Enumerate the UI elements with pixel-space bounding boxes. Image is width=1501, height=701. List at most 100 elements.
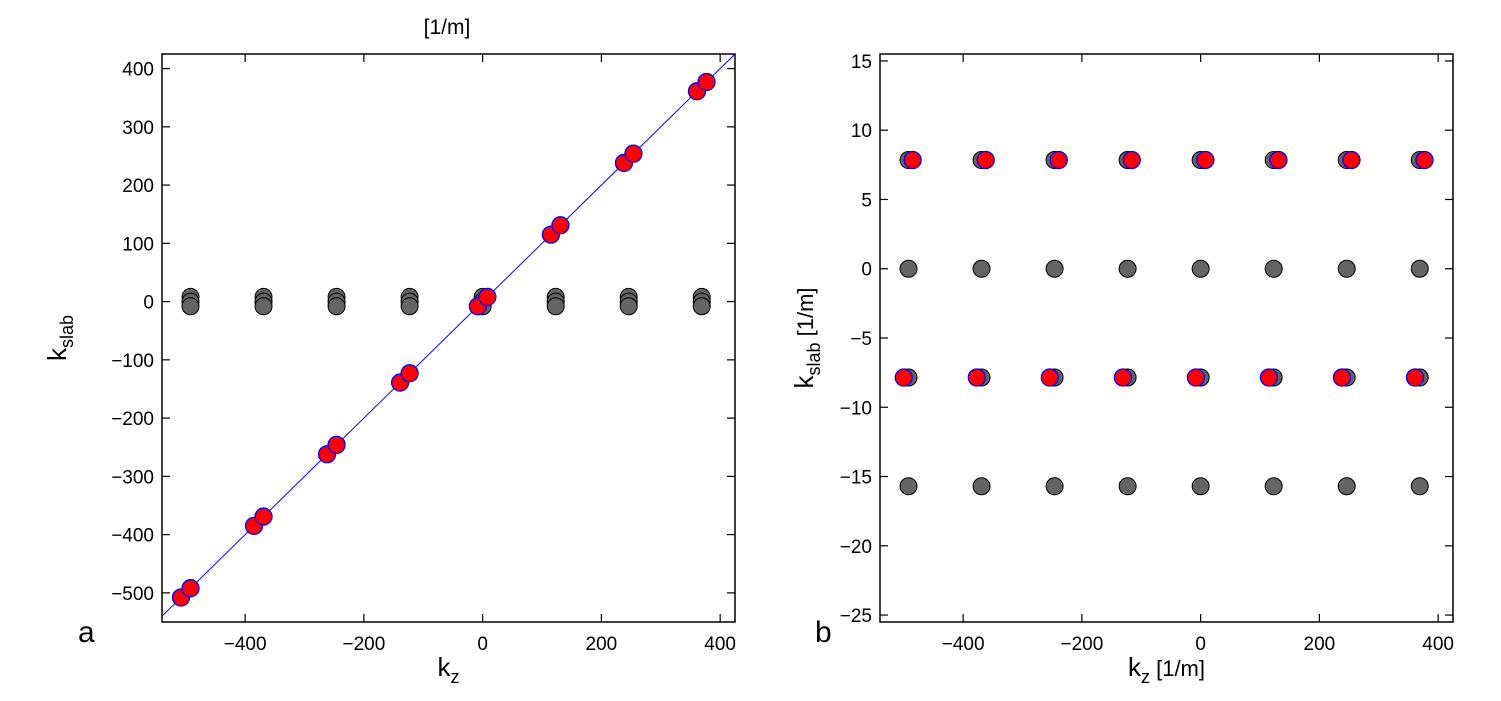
y-tick-label: 5 [861, 190, 872, 211]
panel-a: −400 −200 0 200 400 −500 −400 −300 −200 −100 0 100 2… [42, 53, 736, 687]
red-marker [1049, 150, 1068, 170]
gray-marker [1045, 477, 1064, 496]
y-axis-label: kslab [1/m] [789, 287, 824, 388]
red-marker [1186, 368, 1206, 387]
gray-marker [327, 297, 346, 316]
y-tick-label: 300 [122, 118, 154, 139]
y-axis-label: kslab [42, 315, 77, 361]
x-axis-label-unit: [1/m] [1150, 656, 1205, 681]
y-axis-label-main: k [42, 347, 72, 361]
gray-marker [899, 259, 918, 278]
x-tick-label: 0 [477, 634, 488, 655]
x-tick-label: 0 [1195, 634, 1206, 655]
red-marker [697, 72, 716, 92]
gray-marker [1337, 477, 1356, 496]
gray-marker [1410, 477, 1429, 496]
red-marker [1415, 150, 1434, 170]
x-tick-label: −400 [224, 634, 267, 655]
red-marker [551, 216, 570, 235]
red-marker [1113, 368, 1133, 387]
x-tick-label: −200 [342, 634, 385, 655]
red-marker [1040, 368, 1059, 387]
x-axis-label-sub: z [451, 667, 460, 687]
red-marker [400, 364, 419, 383]
plot-area-a [162, 54, 735, 617]
red-marker [976, 150, 995, 170]
red-marker [1259, 368, 1279, 387]
panel-letter: b [815, 616, 832, 649]
gray-marker [619, 297, 638, 316]
red-marker [1196, 150, 1215, 170]
y-axis-label-unit: [1/m] [793, 287, 818, 342]
x-axis-label-main: k [438, 652, 452, 682]
red-marker [1405, 368, 1425, 387]
y-tick-label: −400 [111, 526, 154, 547]
y-axis-label-main: k [789, 375, 819, 389]
y-tick-label: 0 [143, 293, 154, 314]
plot-frame-b [879, 53, 1454, 623]
gray-marker [1410, 259, 1429, 278]
x-tick-label: 400 [704, 634, 736, 655]
y-tick-label: −15 [840, 468, 872, 489]
y-tick-label: 15 [851, 52, 872, 73]
red-marker [1332, 368, 1352, 387]
y-axis-label-sub: slab [57, 315, 77, 348]
gray-marker [899, 477, 918, 496]
y-tick-label: −500 [111, 584, 154, 605]
red-marker [894, 368, 913, 387]
gray-marker [1191, 477, 1210, 496]
y-tick-label: 0 [861, 260, 872, 281]
x-tick-label: 200 [586, 634, 618, 655]
gray-marker [1191, 259, 1210, 278]
y-tick-label: −100 [111, 351, 154, 372]
red-marker [1122, 150, 1141, 170]
gray-marker [546, 297, 565, 316]
x-tick-label: 400 [1422, 634, 1454, 655]
red-marker [327, 435, 346, 455]
y-tick-label: 100 [122, 234, 154, 255]
plot-area-b [894, 150, 1434, 496]
x-tick-label: −400 [942, 634, 985, 655]
red-marker [478, 287, 497, 307]
y-tick-label: −300 [111, 467, 154, 488]
y-tick-label: 10 [851, 121, 872, 142]
panel-letter: a [78, 616, 95, 649]
x-axis-label-main: k [1128, 652, 1142, 682]
red-marker [624, 144, 643, 163]
top-unit-label: [1/m] [424, 16, 471, 39]
y-tick-label: 200 [122, 176, 154, 197]
y-tick-label: 400 [122, 60, 154, 81]
red-marker [181, 579, 200, 598]
gray-marker [1118, 477, 1137, 496]
red-marker [1269, 150, 1288, 170]
gray-marker [1337, 259, 1356, 278]
red-marker [903, 150, 922, 170]
y-tick-label: −20 [840, 537, 872, 558]
gray-marker [1118, 259, 1137, 278]
gray-marker [400, 297, 419, 316]
gray-marker [972, 259, 991, 278]
gray-marker [972, 477, 991, 496]
gray-marker [1045, 259, 1064, 278]
red-marker [1342, 150, 1361, 170]
gray-marker [1264, 259, 1283, 278]
plot-frame-a [161, 53, 736, 623]
red-marker [967, 368, 986, 387]
gray-marker [1264, 477, 1283, 496]
x-axis-label: kz [438, 652, 460, 687]
gray-marker [181, 297, 200, 316]
x-tick-label: −200 [1060, 634, 1103, 655]
y-axis-label-sub: slab [804, 342, 824, 375]
y-tick-label: −10 [840, 398, 872, 419]
y-tick-label: −5 [850, 329, 872, 350]
y-tick-label: −25 [840, 606, 872, 627]
x-axis-label-sub: z [1141, 667, 1150, 687]
x-axis-label: kz [1/m] [1128, 652, 1205, 687]
y-tick-label: −200 [111, 409, 154, 430]
red-marker [254, 507, 273, 526]
gray-marker [692, 297, 711, 316]
gray-marker [254, 297, 273, 316]
x-tick-label: 200 [1304, 634, 1336, 655]
